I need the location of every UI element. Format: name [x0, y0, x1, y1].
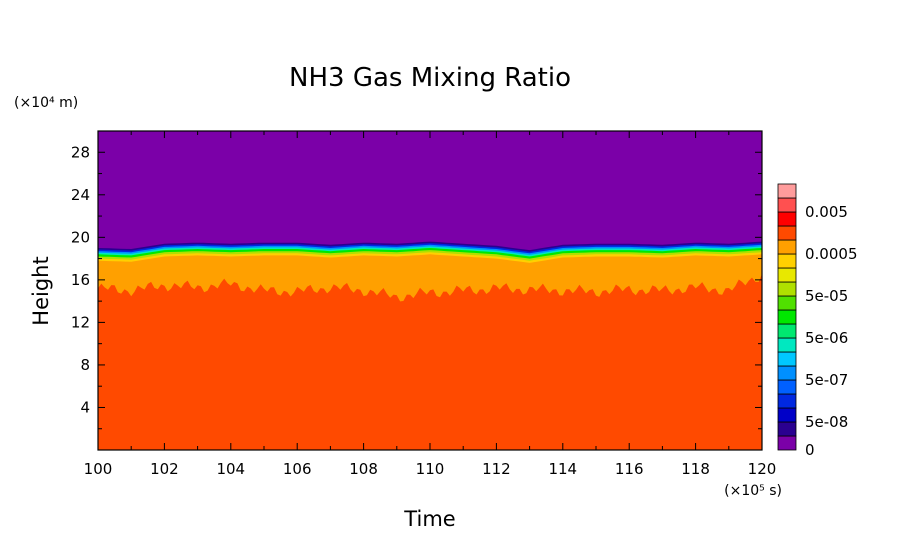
y-tick-label: 8	[80, 356, 90, 374]
x-tick-label: 110	[416, 460, 445, 478]
colorbar-swatch	[777, 421, 797, 437]
x-axis: 100 102 104 106 108 110 112 114 116 118 120	[84, 131, 777, 478]
x-tick-label: 108	[349, 460, 378, 478]
colorbar-swatch	[777, 267, 797, 283]
y-tick-label: 12	[71, 313, 90, 331]
colorbar-swatch	[777, 365, 797, 381]
colorbar-swatch	[777, 435, 797, 451]
colorbar-label: 5e-05	[805, 287, 848, 305]
x-tick-label: 112	[482, 460, 511, 478]
colorbar-swatch	[777, 393, 797, 409]
x-tick-label: 114	[548, 460, 577, 478]
colorbar-swatch	[777, 351, 797, 367]
x-tick-label: 120	[748, 460, 777, 478]
colorbar-swatch	[777, 309, 797, 325]
colorbar-swatch	[777, 197, 797, 213]
y-axis: 4 8 12 16 20 24 28	[71, 143, 762, 430]
colorbar-swatch	[777, 323, 797, 339]
x-tick-label: 100	[84, 460, 113, 478]
plot-area	[97, 130, 763, 451]
colorbar-label: 5e-07	[805, 371, 848, 389]
x-tick-label: 104	[216, 460, 245, 478]
x-axis-unit: (×10⁵ s)	[724, 483, 782, 499]
y-tick-label: 20	[71, 228, 90, 246]
colorbar-swatch	[777, 211, 797, 227]
colorbar-swatch	[777, 407, 797, 423]
colorbar-swatch	[777, 183, 797, 199]
y-tick-label: 24	[71, 186, 90, 204]
colorbar-swatch	[777, 225, 797, 241]
y-axis-unit: (×10⁴ m)	[14, 95, 78, 111]
colorbar: 0 5e-08 5e-07 5e-06 5e-05 0.0005 0.005	[777, 183, 858, 459]
x-axis-label: Time	[403, 507, 455, 531]
colorbar-label: 5e-06	[805, 329, 848, 347]
colorbar-swatch	[777, 295, 797, 311]
x-tick-label: 116	[615, 460, 644, 478]
colorbar-label: 0.005	[805, 203, 848, 221]
y-tick-label: 4	[80, 398, 90, 416]
y-tick-label: 28	[71, 143, 90, 161]
y-tick-label: 16	[71, 271, 90, 289]
x-tick-label: 118	[681, 460, 710, 478]
colorbar-swatch	[777, 239, 797, 255]
colorbar-swatch	[777, 253, 797, 269]
y-axis-label: Height	[29, 256, 53, 325]
contour-region-high	[98, 274, 762, 450]
colorbar-swatch	[777, 281, 797, 297]
colorbar-label: 0	[805, 441, 815, 459]
colorbar-label: 5e-08	[805, 413, 848, 431]
colorbar-label: 0.0005	[805, 245, 858, 263]
x-tick-label: 102	[150, 460, 179, 478]
colorbar-swatch	[777, 337, 797, 353]
x-tick-label: 106	[283, 460, 312, 478]
colorbar-swatch	[777, 379, 797, 395]
chart-title: NH3 Gas Mixing Ratio	[289, 63, 571, 93]
